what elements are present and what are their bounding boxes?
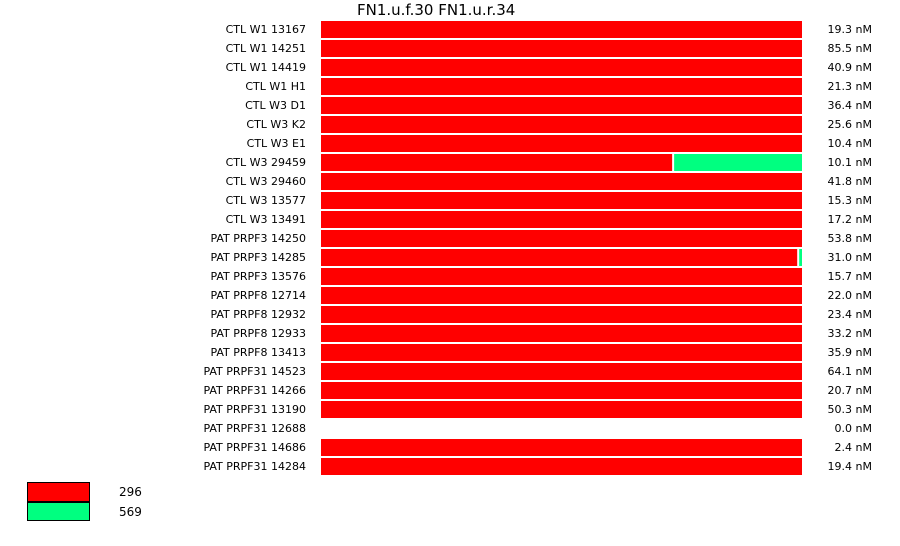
bar-segment-296 xyxy=(321,78,802,95)
bar-segment-569 xyxy=(799,249,802,266)
category-label: CTL W1 14251 xyxy=(226,42,306,55)
bar-segment-296 xyxy=(321,173,802,190)
category-label: PAT PRPF31 14686 xyxy=(203,441,306,454)
category-label: CTL W3 13491 xyxy=(226,213,306,226)
category-label: CTL W3 29460 xyxy=(226,175,306,188)
bar-segment-296 xyxy=(321,116,802,133)
category-label: PAT PRPF31 14523 xyxy=(203,365,306,378)
category-label: PAT PRPF31 12688 xyxy=(203,422,306,435)
category-label: PAT PRPF8 12932 xyxy=(210,308,306,321)
total-label: 10.1 nM xyxy=(828,156,872,169)
total-label: 41.8 nM xyxy=(828,175,872,188)
category-label: PAT PRPF8 12933 xyxy=(210,327,306,340)
bar-segment-296 xyxy=(321,458,802,475)
bar-segment-569 xyxy=(674,154,802,171)
total-label: 64.1 nM xyxy=(828,365,872,378)
total-label: 85.5 nM xyxy=(828,42,872,55)
bar-segment-296 xyxy=(321,59,802,76)
category-label: PAT PRPF3 13576 xyxy=(210,270,306,283)
bar-segment-296 xyxy=(321,287,802,304)
chart-title-text: FN1.u.f.30 FN1.u.r.34 xyxy=(357,1,516,19)
total-label: 2.4 nM xyxy=(835,441,872,454)
bar-segment-296 xyxy=(321,249,798,266)
bar-segment-296 xyxy=(321,439,802,456)
total-label: 22.0 nM xyxy=(828,289,872,302)
category-label: CTL W1 13167 xyxy=(226,23,306,36)
category-label: CTL W1 14419 xyxy=(226,61,306,74)
bar-segment-296 xyxy=(321,230,802,247)
bar-segment-296 xyxy=(321,211,802,228)
bar-segment-296 xyxy=(321,135,802,152)
legend-label-296: 296 xyxy=(119,485,142,499)
legend-swatch-569 xyxy=(27,502,90,521)
total-label: 50.3 nM xyxy=(828,403,872,416)
bar-segment-296 xyxy=(321,363,802,380)
bar-segment-296 xyxy=(321,40,802,57)
category-label: PAT PRPF31 13190 xyxy=(203,403,306,416)
total-label: 19.3 nM xyxy=(828,23,872,36)
category-label: PAT PRPF31 14284 xyxy=(203,460,306,473)
total-label: 21.3 nM xyxy=(828,80,872,93)
total-label: 25.6 nM xyxy=(828,118,872,131)
category-label: PAT PRPF3 14285 xyxy=(210,251,306,264)
total-label: 19.4 nM xyxy=(828,460,872,473)
bar-segment-296 xyxy=(321,306,802,323)
total-label: 17.2 nM xyxy=(828,213,872,226)
bar-segment-296 xyxy=(321,325,802,342)
bar-segment-296 xyxy=(321,344,802,361)
category-label: CTL W3 29459 xyxy=(226,156,306,169)
category-label: CTL W1 H1 xyxy=(245,80,306,93)
total-label: 23.4 nM xyxy=(828,308,872,321)
legend-swatch-296 xyxy=(27,482,90,502)
total-label: 0.0 nM xyxy=(835,422,872,435)
total-label: 31.0 nM xyxy=(828,251,872,264)
category-label: PAT PRPF3 14250 xyxy=(210,232,306,245)
total-label: 20.7 nM xyxy=(828,384,872,397)
category-label: PAT PRPF8 12714 xyxy=(210,289,306,302)
total-label: 33.2 nM xyxy=(828,327,872,340)
category-label: CTL W3 D1 xyxy=(245,99,306,112)
total-label: 40.9 nM xyxy=(828,61,872,74)
bar-segment-296 xyxy=(321,382,802,399)
category-label: CTL W3 13577 xyxy=(226,194,306,207)
plot-area: CTL W1 13167 19.3 nM CTL W1 14251 85.5 nM CT… xyxy=(203,21,872,475)
bar-segment-296 xyxy=(321,401,802,418)
bar-segment-296 xyxy=(321,21,802,38)
bar-segment-296 xyxy=(321,192,802,209)
category-label: PAT PRPF8 13413 xyxy=(210,346,306,359)
total-label: 10.4 nM xyxy=(828,137,872,150)
total-label: 15.7 nM xyxy=(828,270,872,283)
legend-label-569: 569 xyxy=(119,505,142,519)
total-label: 36.4 nM xyxy=(828,99,872,112)
total-label: 35.9 nM xyxy=(828,346,872,359)
total-label: 15.3 nM xyxy=(828,194,872,207)
category-label: CTL W3 E1 xyxy=(247,137,306,150)
bar-segment-296 xyxy=(321,97,802,114)
bar-segment-296 xyxy=(321,154,673,171)
total-label: 53.8 nM xyxy=(828,232,872,245)
category-label: PAT PRPF31 14266 xyxy=(203,384,306,397)
category-label: CTL W3 K2 xyxy=(246,118,306,131)
bar-segment-296 xyxy=(321,268,802,285)
